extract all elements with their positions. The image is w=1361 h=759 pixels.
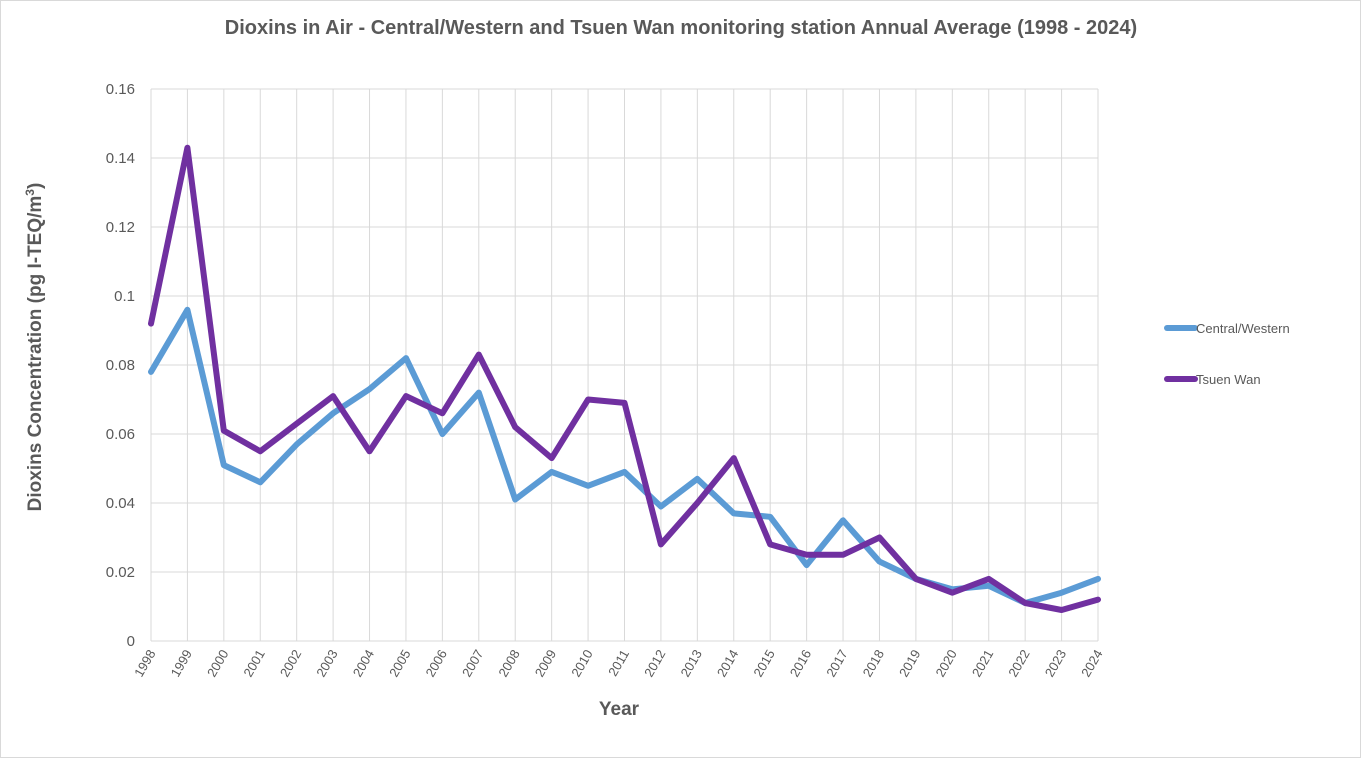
y-tick-label: 0.16	[106, 81, 135, 98]
x-tick-label: 2017	[823, 647, 850, 680]
y-tick-label: 0.06	[106, 426, 135, 443]
legend-item-tsuen-wan: Tsuen Wan	[1164, 372, 1261, 387]
x-tick-label: 2015	[750, 647, 777, 680]
y-tick-label: 0.02	[106, 564, 135, 581]
y-tick-label: 0.08	[106, 357, 135, 374]
y-axis-ticks: 0 0.02 0.04 0.06 0.08 0.1 0.12 0.14 0.16	[106, 81, 135, 650]
x-tick-label: 1999	[168, 647, 195, 680]
x-tick-label: 2012	[641, 647, 668, 680]
gridlines	[150, 88, 1099, 642]
x-tick-label: 2013	[677, 647, 704, 680]
x-tick-label: 2020	[932, 647, 959, 680]
x-tick-label: 2011	[605, 647, 632, 679]
legend-label-tsuen-wan: Tsuen Wan	[1196, 372, 1261, 387]
y-tick-label: 0	[127, 633, 135, 650]
series-line-tsuen-wan	[148, 144, 1101, 613]
y-axis-title: Dioxins Concentration (pg I-TEQ/m3)	[23, 183, 46, 512]
y-tick-label: 0.04	[106, 495, 135, 512]
x-tick-label: 2024	[1078, 647, 1105, 680]
x-tick-label: 2018	[860, 647, 887, 680]
x-tick-label: 2001	[240, 647, 267, 680]
y-tick-label: 0.1	[114, 288, 135, 305]
x-tick-label: 2000	[204, 647, 231, 680]
y-tick-label: 0.12	[106, 219, 135, 236]
x-tick-label: 2004	[350, 647, 377, 680]
x-tick-label: 2022	[1005, 647, 1032, 680]
x-tick-label: 2003	[313, 647, 340, 680]
y-tick-label: 0.14	[106, 150, 135, 167]
x-tick-label: 2005	[386, 647, 413, 680]
x-tick-label: 2021	[969, 647, 996, 680]
x-axis-title: Year	[599, 699, 640, 720]
legend-label-central-western: Central/Western	[1196, 321, 1290, 336]
legend-item-central-western: Central/Western	[1164, 321, 1290, 336]
x-tick-label: 2008	[495, 647, 522, 680]
legend: Central/Western Tsuen Wan	[1164, 321, 1290, 387]
x-tick-label: 2016	[787, 647, 814, 680]
x-tick-label: 2014	[714, 647, 741, 680]
x-tick-label: 2009	[532, 647, 559, 680]
x-tick-label: 2023	[1042, 647, 1069, 680]
y-axis-title-close: )	[25, 183, 46, 189]
x-tick-label: 2006	[423, 647, 450, 680]
y-axis-title-superscript: 3	[23, 189, 37, 196]
y-axis-title-main: Dioxins Concentration (pg I-TEQ/m	[25, 196, 46, 512]
x-tick-label: 2007	[459, 647, 486, 680]
x-tick-label: 1998	[131, 647, 158, 680]
chart-title: Dioxins in Air - Central/Western and Tsu…	[225, 17, 1137, 39]
x-axis-ticks: 1998 1999 2000 2001 2002 2003 2004 2005 2006 2007…	[131, 647, 1105, 680]
x-tick-label: 2010	[568, 647, 595, 680]
x-tick-label: 2002	[277, 647, 304, 680]
series-lines	[148, 144, 1101, 613]
x-tick-label: 2019	[896, 647, 923, 680]
